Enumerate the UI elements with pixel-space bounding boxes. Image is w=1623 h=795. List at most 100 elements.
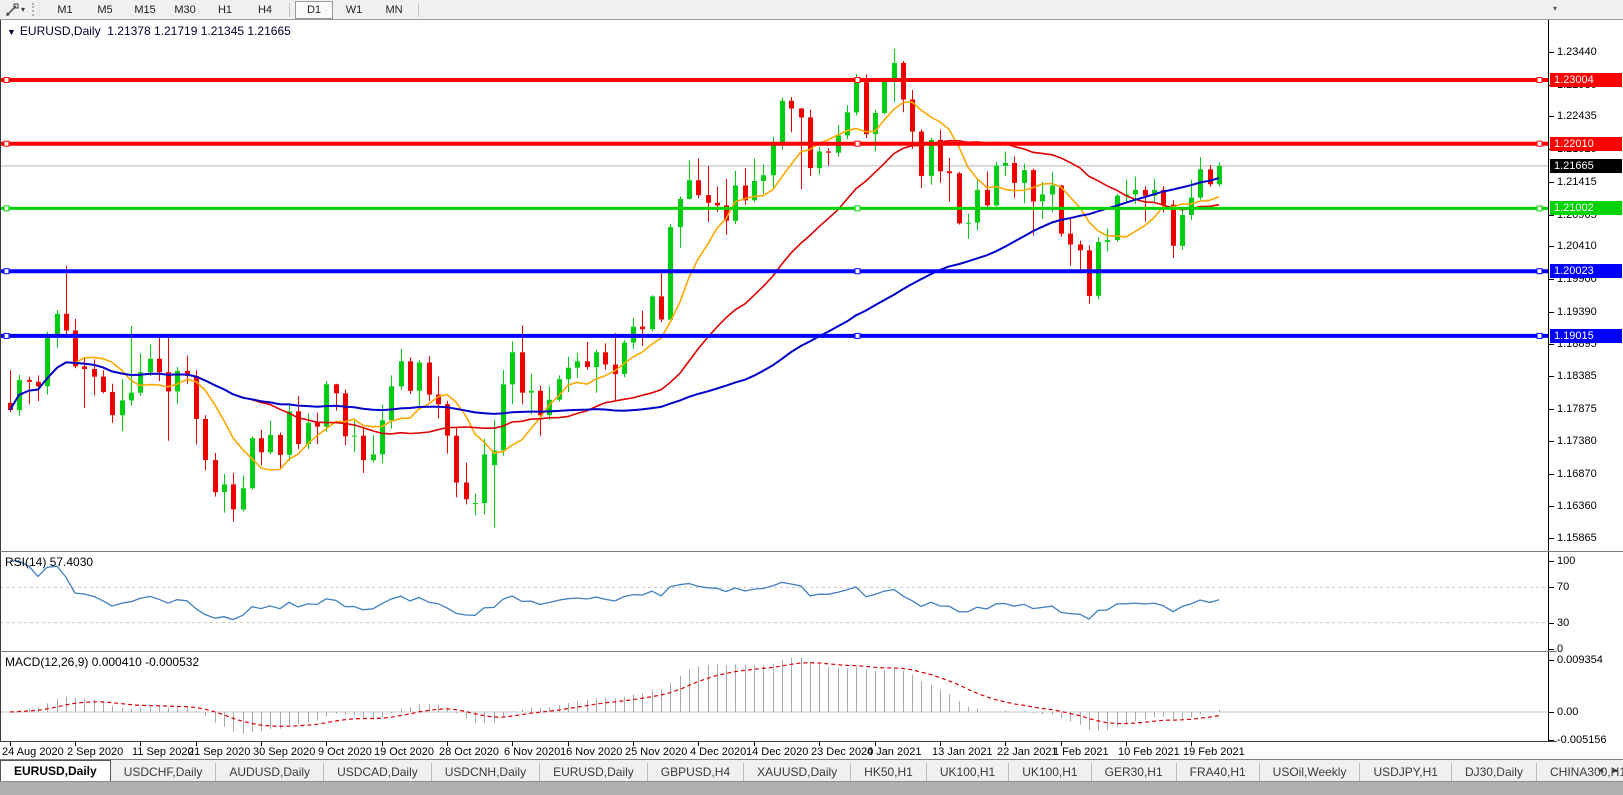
symbol-tab-dj30-daily[interactable]: DJ30,Daily [1452,763,1537,781]
price-tick [1549,246,1554,248]
price-tick-label: 1.18385 [1557,369,1623,384]
timeframe-button-h4[interactable]: H4 [257,3,273,16]
date-tick [326,742,327,746]
symbol-tab-uk100-h1[interactable]: UK100,H1 [927,763,1010,781]
line-handle[interactable] [854,205,861,212]
price-level-badge: 1.21002 [1550,201,1622,216]
macd-panel-separator[interactable] [0,651,1623,652]
symbol-tab-china300-h1[interactable]: CHINA300,H1 [1537,763,1623,781]
date-tick [1126,742,1127,746]
symbol-tab-gbpusd-h4[interactable]: GBPUSD,H4 [648,763,745,781]
symbol-tab-xauusd-daily[interactable]: XAUUSD,Daily [744,763,852,781]
date-label: 13 Jan 2021 [932,746,993,758]
price-axis-border [1548,20,1549,741]
date-label: 22 Jan 2021 [997,746,1058,758]
price-tick-label: 1.16870 [1557,466,1623,481]
ma-fast-line [9,101,1220,471]
timeframe-button-mn[interactable]: MN [385,3,403,16]
line-handle[interactable] [1536,268,1543,275]
chart-left-border [0,20,1,741]
line-handle[interactable] [3,205,10,212]
toolbar-overflow-icon[interactable]: ▾ [1552,4,1557,13]
price-tick [1549,311,1554,313]
toolbar-separator [418,2,420,17]
tab-scroll-left-icon[interactable]: ◄ [1596,765,1605,775]
symbol-tab-usdcad-daily[interactable]: USDCAD,Daily [324,763,432,781]
date-label: 9 Oct 2020 [318,746,372,758]
date-tick [819,742,820,746]
price-tick [1549,376,1554,378]
price-chart-canvas[interactable] [0,20,1548,551]
rsi-tick [1549,622,1554,624]
ma-slow-line [9,177,1220,415]
rsi-tick-label: 0 [1557,642,1623,656]
line-handle[interactable] [3,77,10,83]
line-handle[interactable] [3,268,10,275]
timeframe-button-m15[interactable]: M15 [134,3,156,16]
macd-signal-line [9,662,1220,728]
timeframe-button-d1[interactable]: D1 [295,0,334,19]
rsi-label: RSI(14) 57.4030 [5,555,94,569]
symbol-tab-eurusd-daily[interactable]: EURUSD,Daily [0,760,111,782]
chart-menu-icon[interactable]: ▼ [7,27,16,37]
date-label: 25 Nov 2020 [625,746,688,758]
line-handle[interactable] [1536,332,1543,339]
rsi-panel-separator[interactable] [0,551,1623,552]
timeframe-button-h1[interactable]: H1 [217,3,233,16]
date-label: 19 Feb 2021 [1183,746,1245,758]
tab-scroll-right-icon[interactable]: ► [1611,765,1620,775]
price-tick-label: 1.23440 [1557,45,1623,59]
line-handle[interactable] [854,140,861,147]
symbol-tab-usdcnh-daily[interactable]: USDCNH,Daily [432,763,541,781]
chart-ohlc-values: 1.21378 1.21719 1.21345 1.21665 [107,24,291,38]
rsi-chart-canvas[interactable] [0,552,1548,651]
price-tick [1549,116,1554,118]
symbol-tab-usdjpy-h1[interactable]: USDJPY,H1 [1360,763,1452,781]
symbol-tab-usdchf-daily[interactable]: USDCHF,Daily [111,763,217,781]
date-label: 1 Feb 2021 [1053,746,1109,758]
symbol-tab-hk50-h1[interactable]: HK50,H1 [851,763,927,781]
timeframe-button-m30[interactable]: M30 [174,3,196,16]
price-tick [1549,473,1554,475]
line-handle[interactable] [3,332,10,339]
macd-tick [1549,740,1554,741]
date-label: 4 Dec 2020 [690,746,747,758]
line-handle[interactable] [854,77,861,83]
symbol-tab-ger30-h1[interactable]: GER30,H1 [1092,763,1177,781]
macd-chart-canvas[interactable] [0,652,1548,741]
toolbar: ▾ M1 M5 M15 M30 H1 H4 D1 W1 MN ▾ [0,0,1623,20]
symbol-tab-usoil-weekly[interactable]: USOil,Weekly [1260,763,1361,781]
timeframe-button-m1[interactable]: M1 [57,3,73,16]
timeframe-button-m5[interactable]: M5 [97,3,113,16]
symbol-tab-fra40-h1[interactable]: FRA40,H1 [1177,763,1260,781]
rsi-tick [1549,587,1554,589]
price-level-badge: 1.23004 [1550,72,1622,87]
rsi-tick [1549,561,1554,562]
date-tick [447,742,448,746]
symbol-tab-eurusd-daily[interactable]: EURUSD,Daily [540,763,648,781]
date-tick [698,742,699,746]
toolbar-grip[interactable] [32,3,41,16]
symbol-tab-bar: EURUSD,Daily USDCHF,Daily AUDUSD,Daily USDC… [0,759,1623,782]
date-tick [10,742,11,746]
price-tick-label: 1.15865 [1557,531,1623,545]
rsi-tick-label: 100 [1557,554,1623,568]
line-handle[interactable] [1536,205,1543,212]
price-tick [1549,343,1554,345]
date-tick [633,742,634,746]
line-handle[interactable] [854,268,861,275]
date-tick [754,742,755,746]
line-handle[interactable] [1536,140,1543,147]
macd-tick-label: -0.005156 [1557,733,1623,747]
line-tool-button[interactable]: ▾ [2,1,28,18]
symbol-tab-audusd-daily[interactable]: AUDUSD,Daily [216,763,325,781]
date-tick [1005,742,1006,746]
timeframe-button-w1[interactable]: W1 [345,3,363,16]
dropdown-arrow-icon[interactable]: ▾ [21,5,26,14]
symbol-tab-uk100-h1[interactable]: UK100,H1 [1009,763,1092,781]
line-handle[interactable] [854,332,861,339]
rsi-line [10,560,1220,621]
line-handle[interactable] [3,140,10,147]
price-tick-label: 1.17875 [1557,402,1623,417]
line-handle[interactable] [1536,77,1543,83]
